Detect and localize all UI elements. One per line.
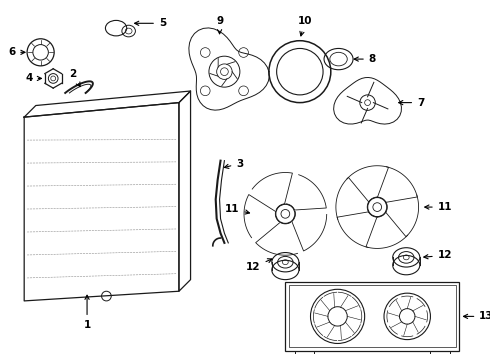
Text: 11: 11 [425, 202, 452, 212]
Text: 12: 12 [424, 251, 452, 260]
Text: 9: 9 [216, 16, 223, 34]
Text: 10: 10 [297, 16, 312, 36]
Text: 11: 11 [225, 204, 249, 214]
Text: 2: 2 [69, 69, 80, 86]
Text: 6: 6 [8, 47, 25, 57]
Bar [285, 282, 460, 351]
Bar [295, 351, 315, 360]
Bar [289, 285, 456, 347]
Text: 1: 1 [83, 295, 91, 330]
Text: 4: 4 [25, 73, 42, 84]
Text: 13: 13 [464, 311, 490, 321]
Text: 8: 8 [354, 54, 376, 64]
Text: 5: 5 [135, 18, 166, 28]
Text: 3: 3 [224, 158, 244, 168]
Text: 7: 7 [399, 98, 424, 108]
Text: 12: 12 [246, 259, 272, 272]
Bar [430, 351, 450, 360]
